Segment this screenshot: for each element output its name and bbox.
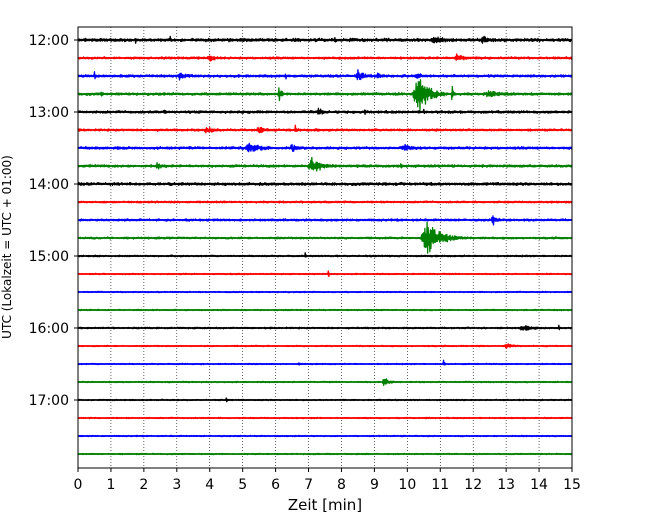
x-tick-label: 3	[172, 477, 181, 493]
y-tick-label: 17:00	[29, 393, 69, 409]
x-axis-label: Zeit [min]	[288, 496, 362, 514]
x-axis-ticks: 0 1 2 3 4 5 6 7 8 9 10 11 12 13 14 15	[74, 468, 581, 493]
x-tick-label: 5	[238, 477, 247, 493]
y-tick-label: 15:00	[29, 249, 69, 265]
y-axis-label: UTC (Lokalzeit = UTC + 01:00)	[0, 155, 14, 339]
x-tick-label: 0	[74, 477, 83, 493]
x-tick-label: 1	[106, 477, 115, 493]
x-tick-label: 2	[139, 477, 148, 493]
trace-1230	[77, 69, 573, 81]
y-tick-label: 12:00	[29, 33, 69, 49]
plot-frame	[77, 26, 573, 469]
x-tick-label: 6	[271, 477, 280, 493]
x-tick-label: 13	[497, 477, 515, 493]
x-tick-label: 9	[370, 477, 379, 493]
trace-1315	[77, 124, 573, 134]
y-tick-label: 13:00	[29, 105, 69, 121]
x-tick-label: 15	[563, 477, 581, 493]
y-tick-label: 16:00	[29, 321, 69, 337]
x-tick-label: 12	[464, 477, 482, 493]
y-axis-ticks: 12:00 13:00 14:00 15:00 16:00 17:00	[29, 33, 78, 409]
trace-1345	[77, 156, 573, 172]
x-tick-label: 14	[530, 477, 548, 493]
y-tick-label: 14:00	[29, 177, 69, 193]
trace-1245	[77, 79, 573, 112]
x-tick-label: 8	[337, 477, 346, 493]
x-tick-label: 11	[431, 477, 449, 493]
x-tick-label: 4	[205, 477, 214, 493]
x-tick-label: 7	[304, 477, 313, 493]
x-tick-label: 10	[398, 477, 416, 493]
seismic-traces	[77, 35, 573, 456]
